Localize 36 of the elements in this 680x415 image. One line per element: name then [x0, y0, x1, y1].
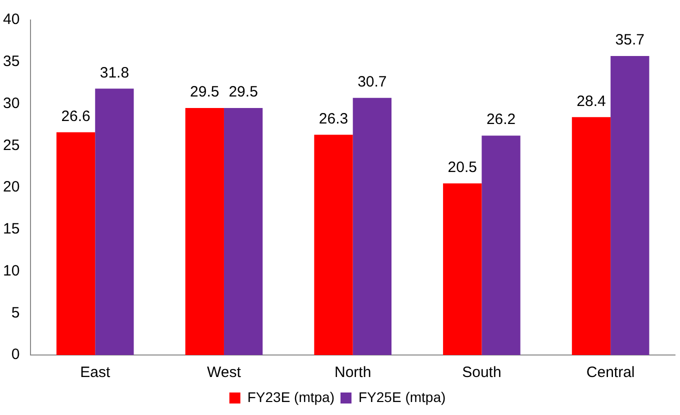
bar	[224, 108, 263, 355]
data-label: 26.3	[318, 110, 348, 128]
y-tick-label: 40	[2, 11, 20, 28]
data-label: 28.4	[576, 92, 606, 110]
data-label: 29.5	[228, 84, 258, 101]
y-tick-label: 25	[2, 136, 20, 154]
data-label: 20.5	[448, 158, 477, 176]
bar	[572, 117, 611, 355]
data-label: 26.2	[486, 111, 516, 128]
bar	[610, 56, 650, 355]
x-tick-label: East	[80, 364, 111, 382]
bar	[482, 136, 520, 355]
y-tick-label: 10	[2, 262, 20, 280]
bar	[314, 134, 353, 355]
x-tick-label: West	[207, 364, 242, 382]
data-label: 29.5	[190, 84, 220, 101]
data-label: 26.6	[61, 108, 90, 125]
y-tick-label: 5	[11, 304, 20, 322]
x-tick-label: North	[334, 364, 372, 382]
bar	[443, 183, 482, 355]
bar	[352, 98, 392, 355]
legend-label: FY23E (mtpa)	[247, 388, 335, 405]
y-tick-label: 30	[2, 94, 20, 112]
data-label: 31.8	[100, 64, 130, 82]
legend-label: FY25E (mtpa)	[358, 388, 446, 405]
x-tick-label: South	[462, 364, 502, 382]
bar	[56, 132, 96, 355]
bar	[95, 88, 134, 355]
y-tick-label: 20	[2, 178, 20, 196]
y-tick-label: 15	[2, 220, 20, 238]
data-label: 30.7	[358, 74, 387, 91]
x-tick-label: Central	[586, 364, 635, 382]
data-label: 35.7	[615, 32, 644, 49]
bar	[185, 108, 224, 355]
y-tick-label: 35	[2, 53, 20, 70]
y-tick-label: 0	[11, 346, 20, 364]
